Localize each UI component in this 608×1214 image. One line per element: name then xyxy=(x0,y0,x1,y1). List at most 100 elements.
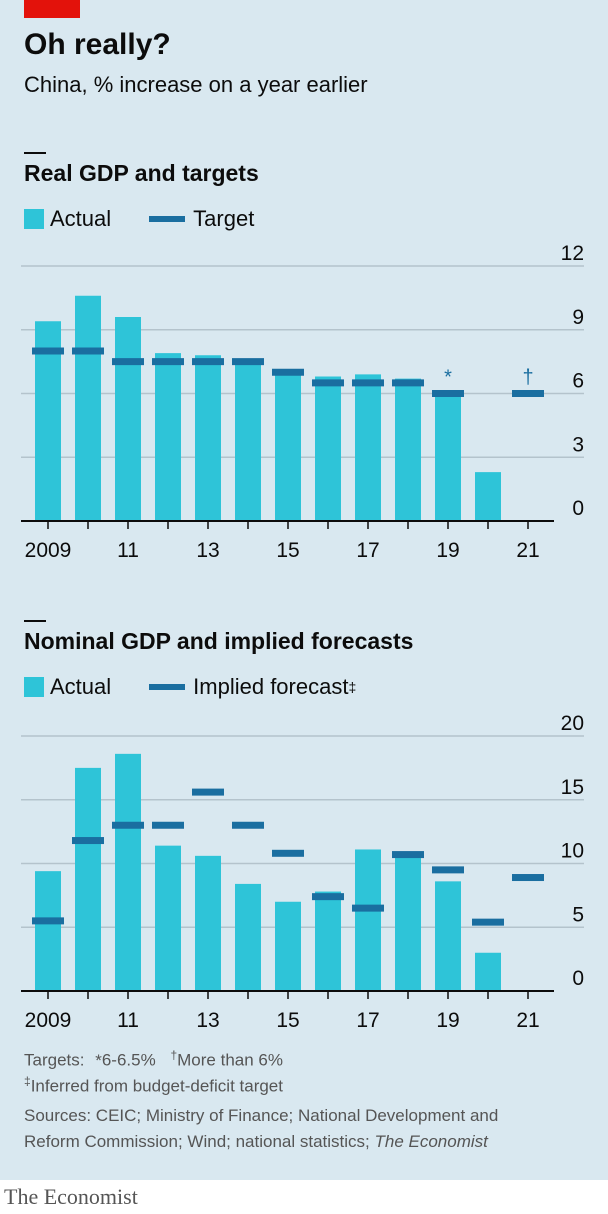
footnote-ddagger: ‡Inferred from budget-deficit target xyxy=(24,1074,283,1097)
legend-forecast-swatch xyxy=(149,684,186,690)
ddagger-mark: ‡ xyxy=(24,1074,31,1088)
real-gdp-marker-target xyxy=(32,347,64,355)
nominal-gdp-marker-target xyxy=(272,849,304,857)
brand-wordmark: The Economist xyxy=(4,1184,138,1209)
chart2-rule xyxy=(24,620,46,622)
nominal-gdp-y-tick-label: 5 xyxy=(572,903,584,926)
chart1-title: Real GDP and targets xyxy=(24,160,259,186)
real-gdp-bar-actual xyxy=(115,317,141,521)
nominal-gdp-marker-target xyxy=(32,917,64,925)
nominal-gdp-y-tick-label: 0 xyxy=(572,967,584,990)
real-gdp-bar-actual xyxy=(195,355,221,521)
real-gdp-y-tick-label: 9 xyxy=(572,306,584,329)
real-gdp-bar-actual xyxy=(235,363,261,521)
star-mark: * xyxy=(95,1050,102,1070)
nominal-gdp-bar-actual xyxy=(115,753,141,991)
real-gdp-bar-actual xyxy=(155,353,181,521)
nominal-gdp-x-tick-label: 21 xyxy=(516,1009,539,1032)
real-gdp-y-tick-label: 3 xyxy=(572,433,584,456)
nominal-gdp-marker-target xyxy=(392,851,424,859)
nominal-gdp-marker-target xyxy=(232,821,264,829)
real-gdp-annotation: * xyxy=(444,367,452,389)
real-gdp-x-tick-label: 2009 xyxy=(25,539,72,562)
nominal-gdp-y-tick-label: 15 xyxy=(561,776,584,799)
real-gdp-bar-actual xyxy=(35,321,61,521)
real-gdp-x-tick-label: 17 xyxy=(356,539,379,562)
real-gdp-marker-target xyxy=(512,390,544,397)
real-gdp-y-tick-label: 6 xyxy=(572,370,584,393)
nominal-gdp-bar-actual xyxy=(395,857,421,991)
nominal-gdp-bar-actual xyxy=(275,901,301,991)
legend-forecast-label: Implied forecast xyxy=(193,674,349,699)
sources-line-2: Reform Commission; Wind; national statis… xyxy=(24,1132,488,1152)
legend-actual-label: Actual xyxy=(50,674,112,699)
nominal-gdp-marker-target xyxy=(72,837,104,845)
real-gdp-chart: 0 3 6 9 12 * † 2009 11 13 15 17 19 21 xyxy=(21,242,584,562)
brand-red-bar xyxy=(24,0,80,18)
real-gdp-marker-target xyxy=(352,379,384,387)
nominal-gdp-x-tick-label: 17 xyxy=(356,1009,379,1032)
real-gdp-marker-target xyxy=(192,358,224,366)
real-gdp-marker-target xyxy=(232,358,264,366)
real-gdp-bar-actual xyxy=(435,393,461,521)
real-gdp-marker-target xyxy=(312,379,344,387)
nominal-gdp-bar-actual xyxy=(435,881,461,991)
real-gdp-x-tick-label: 21 xyxy=(516,539,539,562)
legend-target-swatch xyxy=(149,216,186,222)
page-title: Oh really? xyxy=(24,28,171,61)
nominal-gdp-x-tick-label: 2009 xyxy=(25,1009,72,1032)
real-gdp-bar-actual xyxy=(275,372,301,521)
real-gdp-marker-target xyxy=(152,358,184,366)
nominal-gdp-bar-actual xyxy=(75,767,101,991)
real-gdp-marker-target xyxy=(72,347,104,355)
real-gdp-y-tick-label: 12 xyxy=(561,242,584,265)
chart1-legend: Actual Target xyxy=(24,206,254,232)
nominal-gdp-bar-actual xyxy=(355,849,381,991)
legend-actual-swatch xyxy=(24,677,44,697)
real-gdp-bar-actual xyxy=(315,376,341,521)
real-gdp-marker-target xyxy=(392,379,424,387)
sources-line-1: Sources: CEIC; Ministry of Finance; Nati… xyxy=(24,1106,499,1125)
nominal-gdp-marker-target xyxy=(472,918,504,926)
real-gdp-bar-actual xyxy=(355,374,381,521)
sources-italic: The Economist xyxy=(374,1132,488,1151)
nominal-gdp-bar-actual xyxy=(35,871,61,991)
nominal-gdp-bar-actual xyxy=(195,855,221,991)
real-gdp-bar-actual xyxy=(75,295,101,521)
real-gdp-x-tick-label: 19 xyxy=(436,539,459,562)
nominal-gdp-x-tick-label: 19 xyxy=(436,1009,459,1032)
nominal-gdp-chart: 0 5 10 15 20 2009 11 13 15 17 19 21 xyxy=(21,712,584,1032)
nominal-gdp-marker-target xyxy=(512,874,544,882)
legend-target-label: Target xyxy=(193,206,255,231)
nominal-gdp-marker-target xyxy=(432,866,464,874)
real-gdp-marker-target xyxy=(272,368,304,376)
legend-actual-label: Actual xyxy=(50,206,112,231)
real-gdp-annotation: † xyxy=(522,367,533,389)
nominal-gdp-bar-actual xyxy=(475,952,501,991)
footnote-targets: Targets: *6-6.5% †More than 6% xyxy=(24,1048,283,1071)
nominal-gdp-bar-actual xyxy=(315,891,341,991)
chart2-legend: Actual Implied forecast ‡ xyxy=(24,674,356,700)
nominal-gdp-marker-target xyxy=(192,788,224,796)
chart1-rule xyxy=(24,152,46,154)
dagger-mark: † xyxy=(170,1048,178,1062)
nominal-gdp-marker-target xyxy=(152,821,184,829)
real-gdp-marker-target xyxy=(432,390,464,397)
nominal-gdp-bar-actual xyxy=(155,845,181,991)
chart2-title: Nominal GDP and implied forecasts xyxy=(24,628,414,654)
sources-text: Reform Commission; Wind; national statis… xyxy=(24,1132,375,1151)
nominal-gdp-y-tick-label: 20 xyxy=(561,712,584,735)
nominal-gdp-x-tick-label: 11 xyxy=(117,1009,139,1032)
legend-forecast-mark: ‡ xyxy=(348,679,357,695)
real-gdp-bar-actual xyxy=(475,472,501,521)
nominal-gdp-y-tick-label: 10 xyxy=(561,840,584,863)
legend-actual-swatch xyxy=(24,209,44,229)
star-text: 6-6.5% xyxy=(101,1050,156,1070)
nominal-gdp-bar-actual xyxy=(235,883,261,991)
real-gdp-x-tick-label: 11 xyxy=(117,539,139,562)
real-gdp-x-tick-label: 15 xyxy=(276,539,299,562)
real-gdp-marker-target xyxy=(112,358,144,366)
real-gdp-x-tick-label: 13 xyxy=(196,539,219,562)
ddagger-text: Inferred from budget-deficit target xyxy=(30,1076,283,1096)
nominal-gdp-marker-target xyxy=(312,893,344,901)
